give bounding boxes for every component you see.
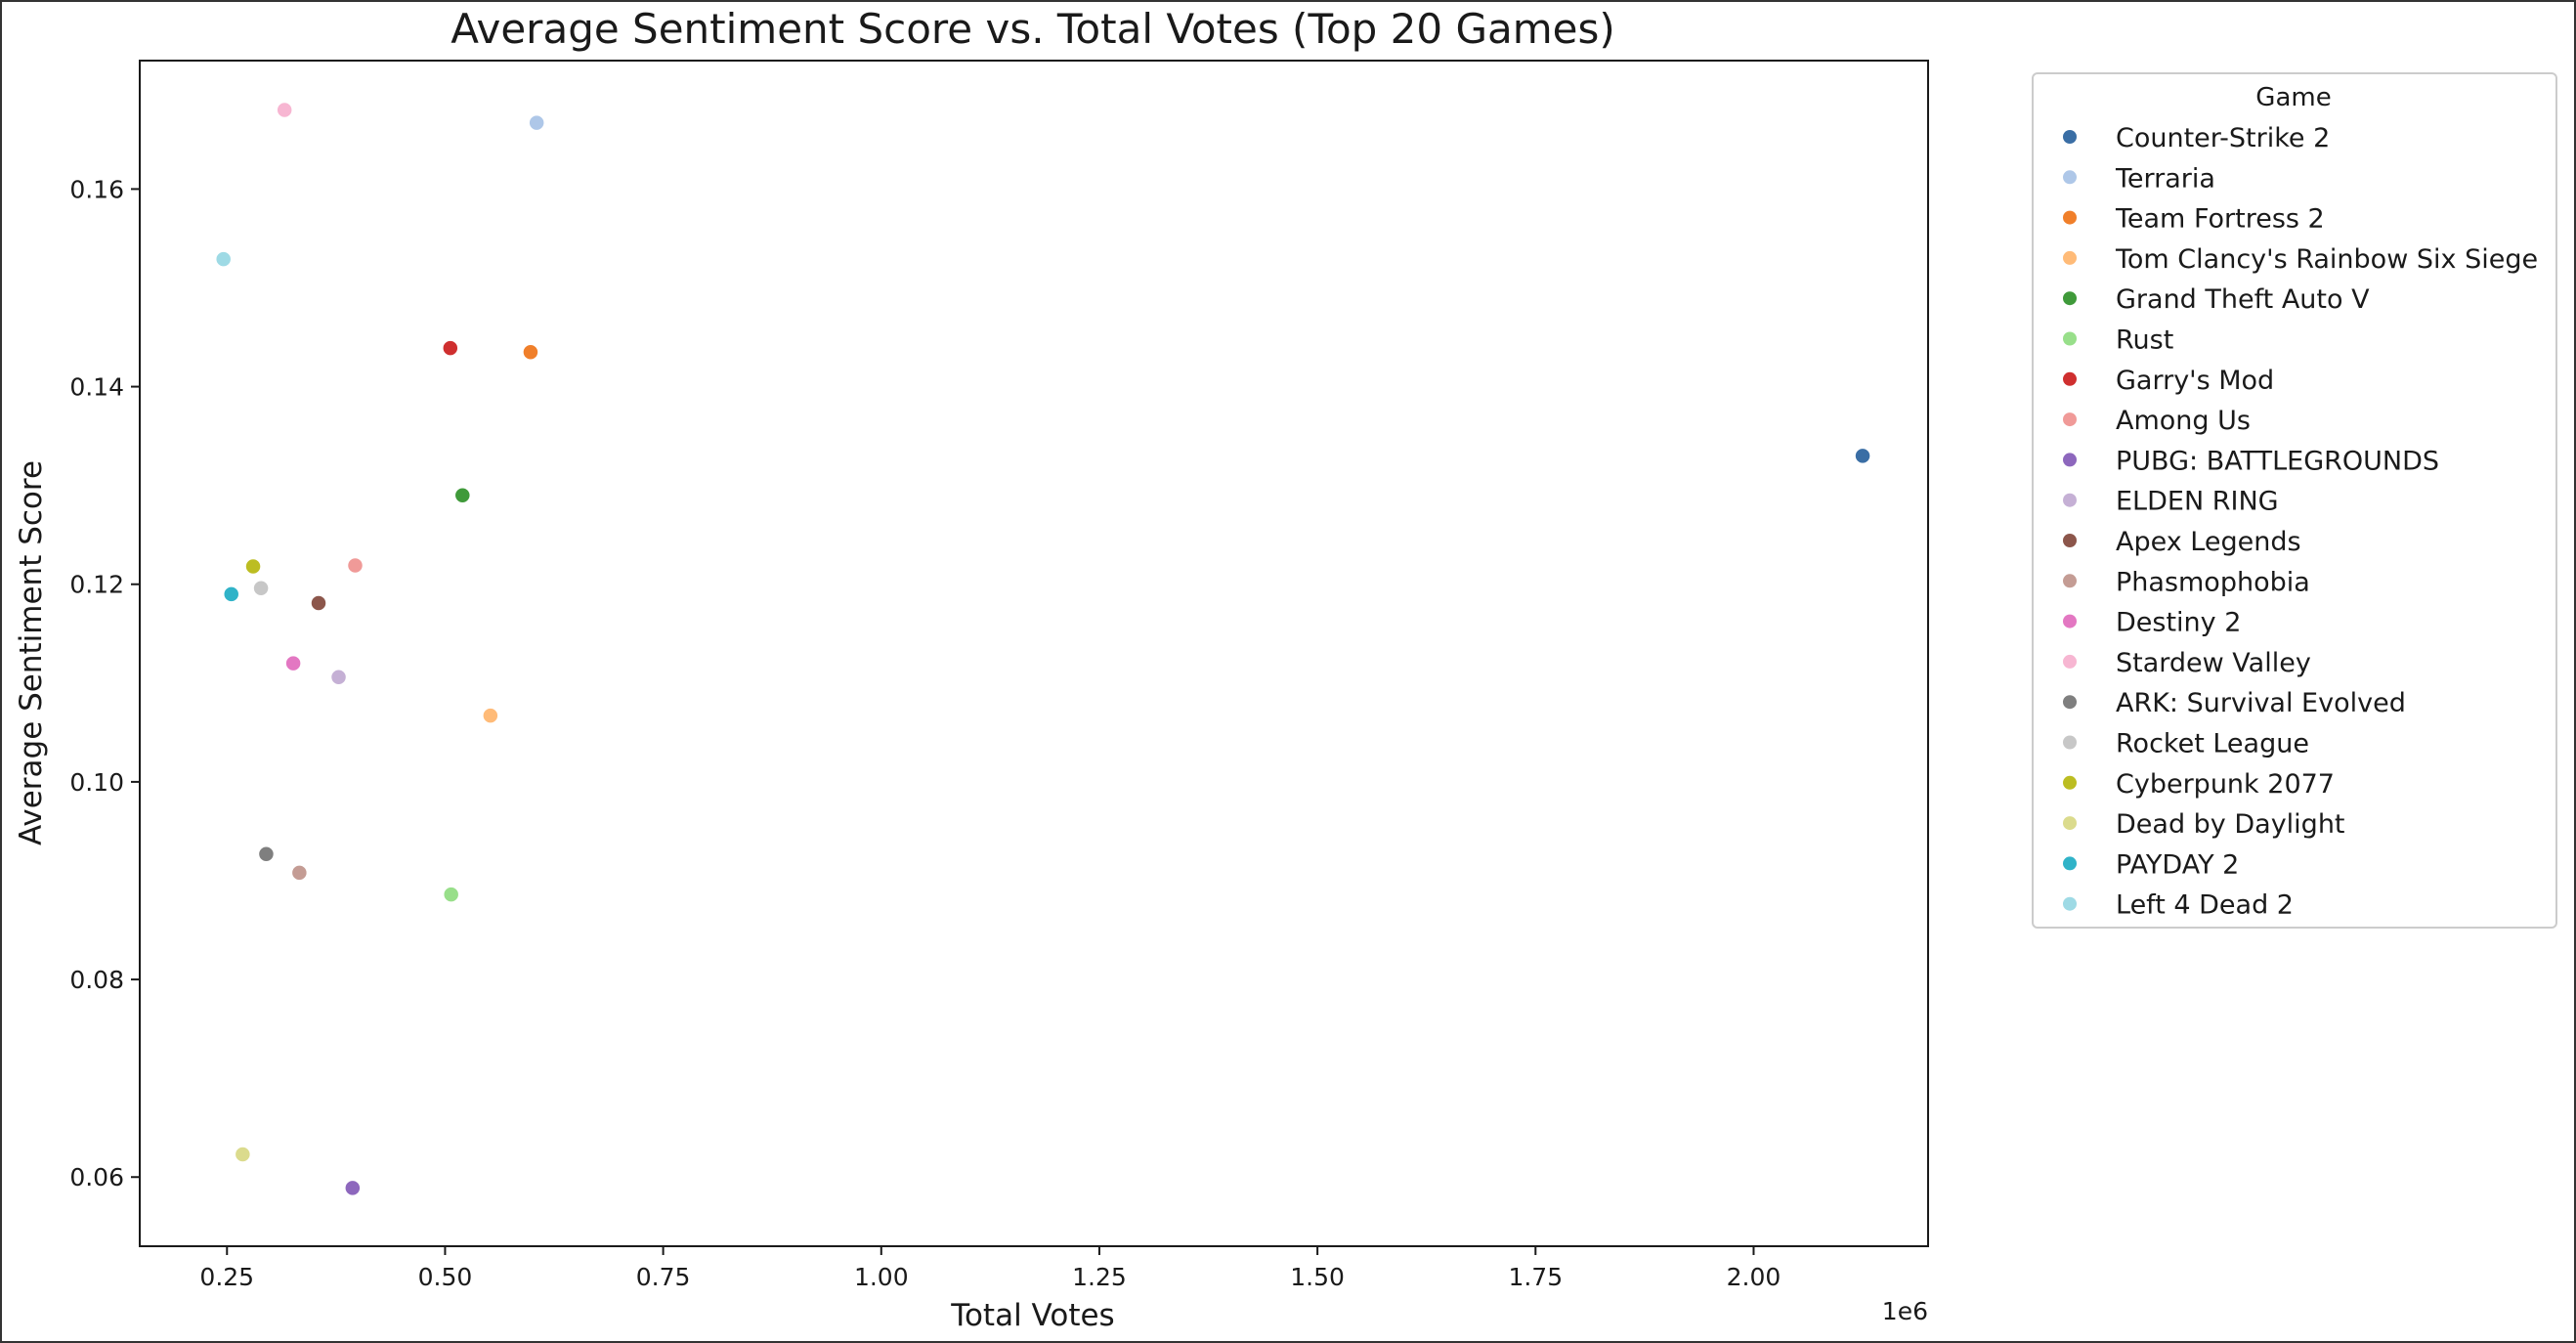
legend-label: Rocket League <box>2116 729 2309 759</box>
legend-label: PAYDAY 2 <box>2116 849 2239 880</box>
legend-title: Game <box>2255 83 2331 112</box>
legend-marker <box>2063 250 2077 265</box>
x-tick-label: 1.25 <box>1072 1263 1127 1291</box>
plot-area <box>139 60 1929 1247</box>
legend-marker <box>2063 695 2077 710</box>
data-point <box>522 343 539 361</box>
chart-title: Average Sentiment Score vs. Total Votes … <box>451 5 1615 53</box>
legend-marker <box>2063 614 2077 628</box>
data-point <box>276 101 293 119</box>
legend-marker <box>2063 856 2077 871</box>
data-point <box>528 113 545 132</box>
x-tick-label: 0.75 <box>636 1263 691 1291</box>
legend-marker <box>2063 331 2077 346</box>
y-tick-label: 0.14 <box>69 373 124 402</box>
data-point <box>222 585 240 603</box>
legend-marker <box>2063 896 2077 911</box>
legend-label: Phasmophobia <box>2116 567 2310 597</box>
legend-label: Garry's Mod <box>2116 366 2274 396</box>
legend-label: Rust <box>2116 325 2173 356</box>
x-axis-ticks: 0.25 0.50 0.75 1.00 1.25 1.50 1.75 2.00 <box>199 1246 1781 1291</box>
x-tick-label: 1.50 <box>1290 1263 1345 1291</box>
data-point <box>453 487 472 504</box>
legend-label: Cyberpunk 2077 <box>2116 769 2335 800</box>
data-point <box>214 250 233 268</box>
legend-frame <box>2032 72 2557 929</box>
data-point <box>329 669 348 686</box>
data-point <box>310 594 327 612</box>
legend-marker <box>2063 210 2077 225</box>
data-point <box>346 556 365 575</box>
data-point <box>482 707 499 724</box>
legend-label: Dead by Daylight <box>2116 809 2345 840</box>
legend-label: Destiny 2 <box>2116 608 2241 638</box>
y-tick-label: 0.10 <box>69 768 124 797</box>
legend-marker <box>2063 371 2077 386</box>
legend-marker <box>2063 775 2077 790</box>
legend: Game Counter-Strike 2 Terraria Team Fortre… <box>2032 72 2557 929</box>
legend-label: Team Fortress 2 <box>2115 204 2325 235</box>
legend-label: Among Us <box>2116 406 2251 436</box>
x-tick-label: 0.50 <box>418 1263 473 1291</box>
legend-label: ELDEN RING <box>2116 487 2279 517</box>
data-point <box>442 886 460 903</box>
data-points <box>214 101 1871 1197</box>
data-point <box>290 864 309 882</box>
x-tick-label: 0.25 <box>199 1263 254 1291</box>
legend-label: Grand Theft Auto V <box>2116 284 2370 315</box>
data-point <box>1854 447 1871 465</box>
y-axis-ticks: 0.06 0.08 0.10 0.12 0.14 0.16 <box>69 175 140 1191</box>
data-point <box>257 845 276 863</box>
data-point <box>344 1179 362 1197</box>
data-point <box>442 339 459 357</box>
data-point <box>284 654 302 672</box>
x-axis-offset-label: 1e6 <box>1882 1297 1928 1325</box>
y-tick-label: 0.16 <box>69 175 124 203</box>
legend-label: ARK: Survival Evolved <box>2116 688 2406 718</box>
y-tick-label: 0.08 <box>69 966 124 994</box>
legend-label: Apex Legends <box>2116 527 2301 557</box>
x-tick-label: 1.00 <box>854 1263 909 1291</box>
legend-marker <box>2063 412 2077 427</box>
legend-marker <box>2063 493 2077 507</box>
y-axis-label: Average Sentiment Score <box>14 460 49 845</box>
legend-label: Tom Clancy's Rainbow Six Siege <box>2115 244 2538 275</box>
data-point <box>244 557 262 576</box>
x-tick-label: 2.00 <box>1727 1263 1782 1291</box>
y-tick-label: 0.06 <box>69 1163 124 1191</box>
legend-marker <box>2063 654 2077 669</box>
x-axis-label: Total Votes <box>950 1298 1114 1333</box>
legend-marker <box>2063 816 2077 831</box>
legend-label: Counter-Strike 2 <box>2116 123 2330 153</box>
legend-label: Terraria <box>2115 163 2215 194</box>
legend-label: Stardew Valley <box>2116 648 2311 678</box>
y-tick-label: 0.12 <box>69 571 124 599</box>
legend-items: Counter-Strike 2 Terraria Team Fortress 2 T… <box>2063 123 2538 921</box>
legend-marker <box>2063 453 2077 467</box>
legend-marker <box>2063 170 2077 185</box>
legend-marker <box>2063 130 2077 144</box>
data-point <box>234 1146 252 1163</box>
legend-label: PUBG: BATTLEGROUNDS <box>2116 446 2439 476</box>
legend-marker <box>2063 735 2077 750</box>
data-point <box>252 580 270 597</box>
legend-marker <box>2063 574 2077 588</box>
legend-label: Left 4 Dead 2 <box>2116 890 2294 921</box>
x-tick-label: 1.75 <box>1508 1263 1563 1291</box>
legend-marker <box>2063 534 2077 547</box>
legend-marker <box>2063 291 2077 306</box>
